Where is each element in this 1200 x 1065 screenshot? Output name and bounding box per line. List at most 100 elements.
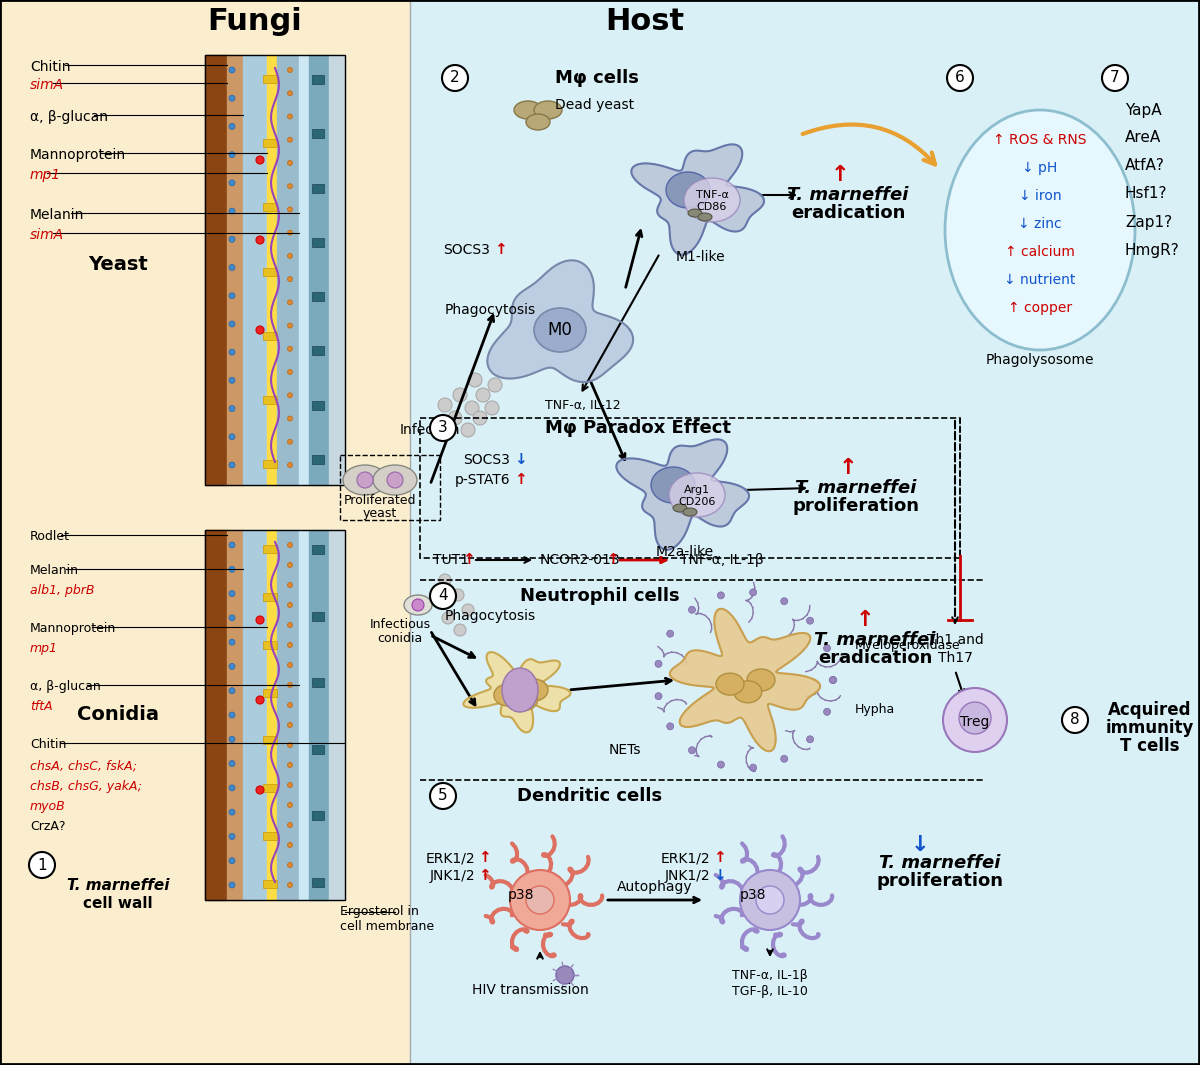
Bar xyxy=(263,689,277,697)
Circle shape xyxy=(468,373,482,387)
Ellipse shape xyxy=(373,465,418,495)
Circle shape xyxy=(439,574,451,586)
Circle shape xyxy=(510,870,570,930)
Ellipse shape xyxy=(510,689,538,710)
Text: Ergosterol in: Ergosterol in xyxy=(340,905,419,918)
Text: NCOR2-013: NCOR2-013 xyxy=(540,553,620,567)
Text: Mannoprotein: Mannoprotein xyxy=(30,148,126,162)
Circle shape xyxy=(288,822,293,828)
Bar xyxy=(263,736,277,744)
Circle shape xyxy=(750,589,757,596)
Text: M1-like: M1-like xyxy=(676,250,725,264)
Circle shape xyxy=(288,703,293,707)
Bar xyxy=(263,75,277,83)
Circle shape xyxy=(288,253,293,259)
Text: ↑: ↑ xyxy=(713,851,726,866)
Ellipse shape xyxy=(716,673,744,695)
Bar xyxy=(312,611,324,621)
Bar xyxy=(312,237,324,247)
Circle shape xyxy=(288,393,293,398)
Text: HIV transmission: HIV transmission xyxy=(472,983,588,997)
Text: ↑ ROS & RNS: ↑ ROS & RNS xyxy=(994,133,1087,147)
Circle shape xyxy=(288,137,293,143)
Circle shape xyxy=(655,692,662,700)
Ellipse shape xyxy=(494,684,522,706)
Circle shape xyxy=(229,377,235,383)
Text: Dead yeast: Dead yeast xyxy=(554,98,634,112)
Text: eradication: eradication xyxy=(791,204,905,222)
Circle shape xyxy=(229,834,235,839)
Circle shape xyxy=(288,114,293,119)
Polygon shape xyxy=(617,440,749,550)
Text: Phagolysosome: Phagolysosome xyxy=(985,353,1094,367)
Ellipse shape xyxy=(688,209,702,217)
Circle shape xyxy=(488,378,502,392)
Circle shape xyxy=(288,300,293,305)
Text: 3: 3 xyxy=(438,421,448,436)
Circle shape xyxy=(829,676,836,684)
Polygon shape xyxy=(487,260,634,382)
Text: proliferation: proliferation xyxy=(792,497,919,515)
Bar xyxy=(312,678,324,687)
Circle shape xyxy=(288,462,293,468)
Circle shape xyxy=(288,346,293,351)
Circle shape xyxy=(256,697,264,704)
Circle shape xyxy=(229,663,235,670)
Bar xyxy=(242,55,266,485)
Circle shape xyxy=(229,236,235,242)
Bar xyxy=(410,0,1200,1065)
Polygon shape xyxy=(631,145,764,255)
Text: TNF-α: TNF-α xyxy=(696,190,728,200)
Circle shape xyxy=(485,402,499,415)
Text: Mφ Paradox Effect: Mφ Paradox Effect xyxy=(545,419,731,437)
Bar xyxy=(312,183,324,193)
Text: JNK1/2: JNK1/2 xyxy=(430,869,475,883)
Circle shape xyxy=(959,702,991,734)
Circle shape xyxy=(256,786,264,794)
Circle shape xyxy=(229,462,235,468)
Circle shape xyxy=(288,416,293,421)
Bar xyxy=(263,460,277,468)
Text: ERK1/2: ERK1/2 xyxy=(425,851,475,865)
Text: Mannoprotein: Mannoprotein xyxy=(30,622,116,635)
Text: ERK1/2: ERK1/2 xyxy=(660,851,710,865)
Text: mp1: mp1 xyxy=(30,168,61,182)
Text: TGF-β, IL-10: TGF-β, IL-10 xyxy=(732,985,808,999)
Text: chsB, chsG, yakA;: chsB, chsG, yakA; xyxy=(30,780,142,793)
Circle shape xyxy=(256,155,264,164)
Text: Zap1?: Zap1? xyxy=(1126,214,1172,229)
Text: Phagocytosis: Phagocytosis xyxy=(444,609,535,623)
Text: Arg1: Arg1 xyxy=(684,485,710,495)
Circle shape xyxy=(655,660,662,668)
Bar xyxy=(420,417,960,558)
Ellipse shape xyxy=(526,114,550,130)
Circle shape xyxy=(448,411,462,425)
Circle shape xyxy=(229,567,235,572)
Circle shape xyxy=(229,615,235,621)
Text: mp1: mp1 xyxy=(30,642,58,655)
Text: 4: 4 xyxy=(438,589,448,604)
Bar xyxy=(205,55,227,485)
Circle shape xyxy=(288,763,293,768)
Circle shape xyxy=(718,592,725,599)
Text: JNK1/2: JNK1/2 xyxy=(665,869,710,883)
Bar xyxy=(227,530,242,900)
Circle shape xyxy=(288,323,293,328)
Circle shape xyxy=(229,688,235,693)
Circle shape xyxy=(358,472,373,488)
Text: ↑: ↑ xyxy=(462,553,475,568)
Text: Chitin: Chitin xyxy=(30,738,66,751)
Bar xyxy=(312,292,324,301)
Circle shape xyxy=(718,761,725,768)
Text: 5: 5 xyxy=(438,788,448,803)
Bar xyxy=(299,55,310,485)
Text: T. marneffei: T. marneffei xyxy=(67,878,169,892)
Text: myoB: myoB xyxy=(30,800,66,813)
Text: SOCS3: SOCS3 xyxy=(443,243,490,257)
Bar xyxy=(263,140,277,147)
Circle shape xyxy=(288,183,293,189)
Circle shape xyxy=(229,639,235,645)
Circle shape xyxy=(667,630,673,637)
Bar xyxy=(263,880,277,888)
Circle shape xyxy=(229,542,235,548)
